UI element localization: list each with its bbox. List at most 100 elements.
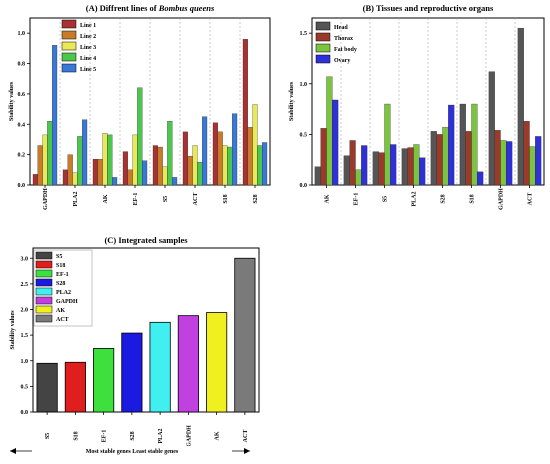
chart-title: (A) Diffrent lines of Bombus queens [86, 3, 215, 13]
legend-swatch [61, 41, 77, 51]
x-tick-label: PLA2 [73, 192, 79, 207]
bar [122, 151, 128, 186]
bar [36, 362, 58, 413]
bar [157, 146, 163, 186]
y-tick-label: 0.5 [21, 384, 29, 390]
bar [535, 136, 542, 186]
x-tick-label: S28 [441, 194, 447, 203]
bar [372, 151, 379, 186]
x-tick-label: GAPDH [499, 188, 505, 210]
x-tick-label: ACT [243, 430, 249, 443]
bar [234, 257, 256, 413]
bar [217, 131, 223, 186]
y-tick-label: 3.0 [21, 256, 29, 262]
y-tick-label: 0.0 [18, 183, 26, 189]
bar [142, 160, 148, 186]
bar [401, 148, 408, 186]
legend-label: Thorax [334, 36, 353, 42]
bar [167, 121, 173, 186]
bar [212, 122, 218, 186]
bar [232, 113, 238, 186]
bar [37, 145, 43, 186]
bar [187, 156, 193, 186]
y-tick-label: 0.2 [18, 153, 26, 159]
y-tick-label: 0.6 [18, 92, 26, 98]
bar [349, 140, 356, 186]
x-tick-label: GAPDH [43, 188, 49, 210]
bar [67, 154, 73, 186]
legend-swatch [35, 314, 53, 323]
bar [361, 145, 368, 186]
legend-label: Ovary [334, 58, 350, 64]
legend-label: EF-1 [56, 272, 69, 278]
legend-swatch [61, 63, 77, 73]
legend-label: Fat body [334, 47, 357, 53]
legend-swatch [61, 30, 77, 40]
x-tick-label: S18 [470, 194, 476, 203]
bar [202, 116, 208, 186]
stability-annotation: Most stable genes Least stable genes [86, 449, 179, 455]
legend-label: Line 3 [80, 45, 96, 51]
bar [252, 104, 258, 186]
legend-swatch [315, 32, 331, 42]
bar [465, 131, 472, 186]
bar [182, 131, 188, 186]
legend-label: S28 [56, 281, 65, 287]
y-tick-label: 1.5 [300, 31, 308, 37]
bar [407, 147, 414, 186]
bar [320, 128, 327, 186]
bar [93, 348, 115, 413]
x-tick-label: S5 [383, 196, 389, 202]
legend-swatch [35, 278, 53, 287]
x-tick-label: S18 [223, 194, 229, 203]
right-arrow-head [244, 448, 250, 454]
y-axis-label: Stability values [289, 81, 295, 121]
x-tick-label: S28 [253, 194, 259, 203]
bar [430, 131, 437, 186]
bar [459, 103, 466, 186]
bar [82, 119, 88, 186]
x-tick-label: S18 [73, 431, 79, 440]
bar [247, 127, 253, 186]
legend-swatch [315, 21, 331, 31]
legend-swatch [315, 43, 331, 53]
bar [355, 169, 362, 186]
legend-swatch [35, 305, 53, 314]
legend-swatch [61, 19, 77, 29]
legend-label: Line 5 [80, 67, 96, 73]
bar [343, 155, 350, 186]
legend-label: Line 4 [80, 56, 96, 62]
bar [197, 162, 203, 186]
bar [177, 315, 199, 413]
y-tick-label: 0.4 [18, 122, 26, 128]
bar [92, 159, 98, 186]
x-tick-label: AK [325, 194, 331, 203]
panel-b: (B) Tissues and reproductive organs Stabi… [289, 3, 545, 210]
bar [242, 39, 248, 186]
bar [47, 121, 53, 186]
bar [378, 152, 385, 186]
y-tick-label: 0.0 [21, 410, 29, 416]
bar [52, 45, 58, 186]
bar [64, 361, 86, 413]
legend: Line 1 Line 2 Line 3 Line 4 Line 5 [61, 19, 96, 73]
bar [471, 103, 478, 186]
chart-title: (B) Tissues and reproductive organs [363, 3, 494, 13]
bar [72, 172, 78, 186]
x-tick-label: EF-1 [102, 430, 108, 443]
panel-c: (C) Integrated samples Stability values 0.… [10, 235, 260, 456]
bar [42, 134, 48, 186]
bar [132, 134, 138, 186]
legend-label: ACT [56, 317, 69, 323]
legend-label: S18 [56, 263, 65, 269]
bar [326, 76, 333, 186]
bar [477, 171, 484, 186]
x-tick-label: ACT [528, 193, 534, 206]
left-arrow-head [10, 448, 16, 454]
legend: Head Thorax Fat body Ovary [315, 21, 357, 64]
legend-swatch [35, 269, 53, 278]
x-tick-label: ACT [193, 193, 199, 206]
legend-swatch [315, 54, 331, 64]
bar [97, 159, 103, 186]
